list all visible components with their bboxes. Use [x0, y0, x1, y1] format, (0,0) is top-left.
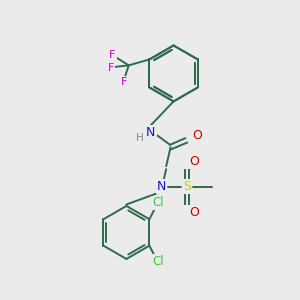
Text: N: N [146, 126, 156, 139]
Text: F: F [108, 63, 114, 73]
Text: Cl: Cl [152, 255, 164, 268]
Text: F: F [109, 50, 116, 60]
Text: O: O [189, 206, 199, 219]
Text: Cl: Cl [152, 196, 164, 209]
Text: F: F [121, 76, 127, 86]
Text: H: H [136, 133, 144, 142]
Text: O: O [189, 155, 199, 168]
Text: O: O [192, 129, 202, 142]
Text: N: N [157, 180, 167, 193]
Text: S: S [183, 180, 191, 193]
